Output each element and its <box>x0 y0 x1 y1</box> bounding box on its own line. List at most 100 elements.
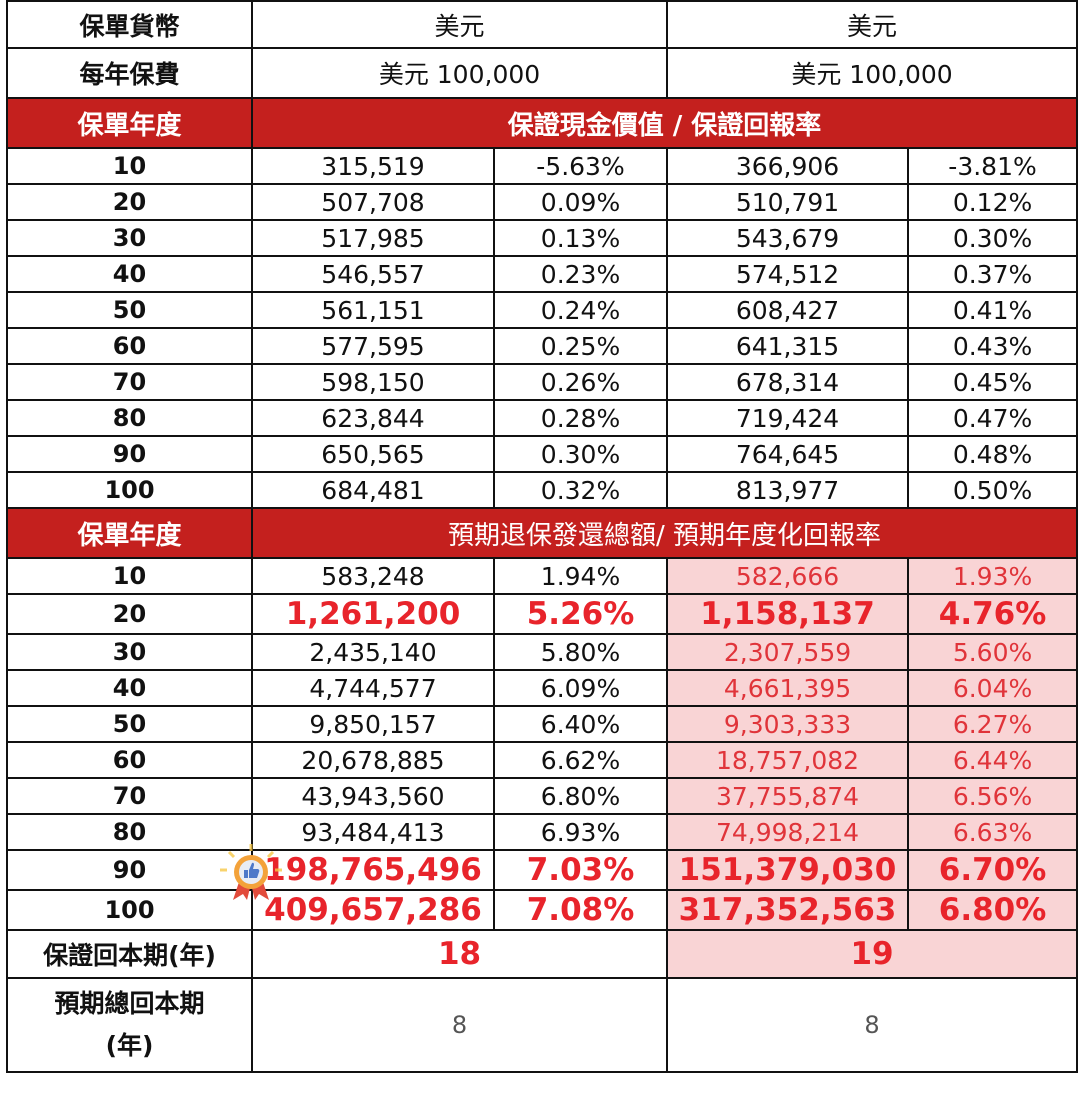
b-rate-cell: 0.50% <box>907 471 1079 509</box>
b-value-cell: 608,427 <box>666 291 910 329</box>
currency-label: 保單貨幣 <box>6 0 253 49</box>
year-cell: 30 <box>6 219 253 257</box>
expected-row: 80 93,484,413 6.93% 74,998,214 6.63% <box>6 813 1079 851</box>
a-value-cell: 583,248 <box>251 557 495 595</box>
b-value-cell: 764,645 <box>666 435 910 473</box>
b-value-cell: 510,791 <box>666 183 910 221</box>
year-cell: 20 <box>6 183 253 221</box>
year-cell: 10 <box>6 557 253 595</box>
guaranteed-row: 90 650,565 0.30% 764,645 0.48% <box>6 435 1079 473</box>
guaranteed-row: 70 598,150 0.26% 678,314 0.45% <box>6 363 1079 401</box>
guaranteed-row: 30 517,985 0.13% 543,679 0.30% <box>6 219 1079 257</box>
a-rate-cell: 6.80% <box>492 777 669 815</box>
expected-row: 90 198,765,496 7.03% 151,379,030 6.70% <box>6 844 1079 900</box>
a-rate-cell: 6.62% <box>492 741 669 779</box>
a-value-cell: 43,943,560 <box>251 777 495 815</box>
breakeven-row: 保證回本期(年) 18 19 <box>6 929 1079 979</box>
breakeven-a: 18 <box>250 929 669 979</box>
year-cell: 100 <box>6 471 253 509</box>
year-cell: 60 <box>6 741 253 779</box>
guaranteed-row: 40 546,557 0.23% 574,512 0.37% <box>6 255 1079 293</box>
b-value-cell: 574,512 <box>666 255 910 293</box>
b-value-cell: 366,906 <box>666 147 910 185</box>
a-value-cell: 623,844 <box>251 399 495 437</box>
expected-row: 20 1,261,200 5.26% 1,158,137 4.76% <box>6 593 1079 635</box>
a-rate-cell: 0.23% <box>492 255 669 293</box>
guaranteed-row: 80 623,844 0.28% 719,424 0.47% <box>6 399 1079 437</box>
a-value-cell: 409,657,286 <box>251 889 495 931</box>
breakeven-b: 19 <box>666 929 1079 979</box>
b-value-cell: 9,303,333 <box>666 705 910 743</box>
b-rate-cell: 0.41% <box>907 291 1079 329</box>
year-cell: 50 <box>6 705 253 743</box>
b-value-cell: 641,315 <box>666 327 910 365</box>
guaranteed-row: 50 561,151 0.24% 608,427 0.41% <box>6 291 1079 329</box>
a-rate-cell: 7.03% <box>492 849 669 891</box>
b-rate-cell: 0.43% <box>907 327 1079 365</box>
a-rate-cell: 6.40% <box>492 705 669 743</box>
expected-row: 60 20,678,885 6.62% 18,757,082 6.44% <box>6 741 1079 779</box>
b-rate-cell: 0.45% <box>907 363 1079 401</box>
year-cell: 90 <box>6 849 253 891</box>
a-rate-cell: 6.09% <box>492 669 669 707</box>
b-value-cell: 582,666 <box>666 557 910 595</box>
year-cell: 40 <box>6 669 253 707</box>
b-value-cell: 37,755,874 <box>666 777 910 815</box>
total-breakeven-label-line2: (年) <box>105 1031 154 1060</box>
b-rate-cell: 6.44% <box>907 741 1079 779</box>
b-rate-cell: -3.81% <box>907 147 1079 185</box>
a-value-cell: 93,484,413 <box>251 813 495 851</box>
expected-row: 70 43,943,560 6.80% 37,755,874 6.56% <box>6 777 1079 815</box>
year-cell: 10 <box>6 147 253 185</box>
currency-a: 美元 <box>250 0 669 49</box>
b-value-cell: 74,998,214 <box>666 813 910 851</box>
currency-row: 保單貨幣 美元 美元 <box>6 0 1079 49</box>
year-cell: 40 <box>6 255 253 293</box>
comparison-table: 保單貨幣 美元 美元 每年保費 美元 100,000 美元 100,000 保單… <box>6 0 1079 1073</box>
guaranteed-row: 10 315,519 -5.63% 366,906 -3.81% <box>6 147 1079 185</box>
premium-a: 美元 100,000 <box>250 47 669 99</box>
a-value-cell: 598,150 <box>251 363 495 401</box>
a-rate-cell: 6.93% <box>492 813 669 851</box>
b-rate-cell: 0.37% <box>907 255 1079 293</box>
expected-row: 40 4,744,577 6.09% 4,661,395 6.04% <box>6 669 1079 707</box>
guaranteed-row: 20 507,708 0.09% 510,791 0.12% <box>6 183 1079 221</box>
a-value-cell: 561,151 <box>251 291 495 329</box>
a-value-cell: 1,261,200 <box>251 593 495 635</box>
a-rate-cell: 1.94% <box>492 557 669 595</box>
a-value-cell: 546,557 <box>251 255 495 293</box>
a-rate-cell: 0.13% <box>492 219 669 257</box>
expected-header-row: 保單年度 預期退保發還總額/ 預期年度化回報率 <box>6 507 1079 559</box>
expected-row: 100 409,657,286 7.08% 317,352,563 6.80% <box>6 889 1079 931</box>
guaranteed-year-label: 保單年度 <box>6 97 253 149</box>
expected-row: 30 2,435,140 5.80% 2,307,559 5.60% <box>6 633 1079 671</box>
guaranteed-header-row: 保單年度 保證現金價值 / 保證回報率 <box>6 97 1079 149</box>
year-cell: 20 <box>6 593 253 635</box>
b-rate-cell: 0.48% <box>907 435 1079 473</box>
b-rate-cell: 6.56% <box>907 777 1079 815</box>
b-rate-cell: 1.93% <box>907 557 1079 595</box>
a-value-cell: 684,481 <box>251 471 495 509</box>
b-rate-cell: 6.80% <box>907 889 1079 931</box>
b-value-cell: 678,314 <box>666 363 910 401</box>
expected-row: 50 9,850,157 6.40% 9,303,333 6.27% <box>6 705 1079 743</box>
a-rate-cell: 0.26% <box>492 363 669 401</box>
a-rate-cell: 5.26% <box>492 593 669 635</box>
year-cell: 30 <box>6 633 253 671</box>
a-value-cell: 315,519 <box>251 147 495 185</box>
a-value-cell: 198,765,496 <box>220 844 495 900</box>
b-value-cell: 18,757,082 <box>666 741 910 779</box>
b-value-cell: 151,379,030 <box>666 849 910 891</box>
expected-year-label: 保單年度 <box>6 507 253 559</box>
b-value-cell: 4,661,395 <box>666 669 910 707</box>
total-breakeven-label-line1: 預期總回本期 <box>54 989 205 1018</box>
a-value-cell: 507,708 <box>251 183 495 221</box>
b-rate-cell: 6.27% <box>907 705 1079 743</box>
a-rate-cell: 5.80% <box>492 633 669 671</box>
year-cell: 70 <box>6 363 253 401</box>
a-value-cell: 517,985 <box>251 219 495 257</box>
a-rate-cell: 0.24% <box>492 291 669 329</box>
a-rate-cell: 0.09% <box>492 183 669 221</box>
premium-b: 美元 100,000 <box>666 47 1079 99</box>
currency-b: 美元 <box>666 0 1079 49</box>
